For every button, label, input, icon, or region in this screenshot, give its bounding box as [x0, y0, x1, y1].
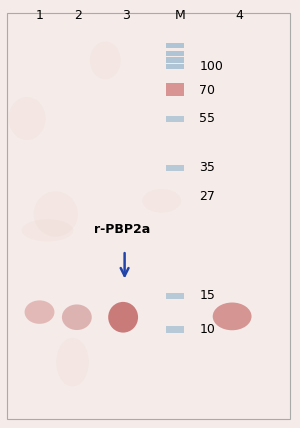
Text: 70: 70 — [199, 84, 215, 97]
Bar — [167, 293, 184, 299]
Ellipse shape — [142, 189, 181, 213]
Text: 2: 2 — [74, 9, 82, 22]
Bar — [167, 51, 184, 56]
Text: 35: 35 — [199, 161, 215, 175]
Ellipse shape — [8, 97, 46, 140]
Ellipse shape — [34, 191, 78, 237]
Bar — [167, 116, 184, 122]
Ellipse shape — [25, 300, 54, 324]
Text: M: M — [175, 9, 185, 22]
Text: 27: 27 — [199, 190, 215, 203]
Text: r-PBP2a: r-PBP2a — [94, 223, 150, 236]
Ellipse shape — [90, 42, 121, 79]
Ellipse shape — [108, 302, 138, 333]
Text: 1: 1 — [36, 9, 43, 22]
Text: 4: 4 — [236, 9, 244, 22]
Bar — [167, 165, 184, 171]
Ellipse shape — [62, 304, 92, 330]
Bar — [167, 43, 184, 48]
Text: 10: 10 — [199, 323, 215, 336]
Text: 15: 15 — [199, 289, 215, 303]
Ellipse shape — [213, 303, 251, 330]
Text: 3: 3 — [122, 9, 130, 22]
Bar — [167, 83, 184, 96]
Ellipse shape — [56, 338, 89, 386]
Ellipse shape — [22, 219, 73, 241]
Bar — [167, 326, 184, 333]
Text: 55: 55 — [199, 113, 215, 125]
Text: 100: 100 — [199, 60, 223, 73]
Bar — [167, 57, 184, 62]
Bar — [167, 64, 184, 69]
